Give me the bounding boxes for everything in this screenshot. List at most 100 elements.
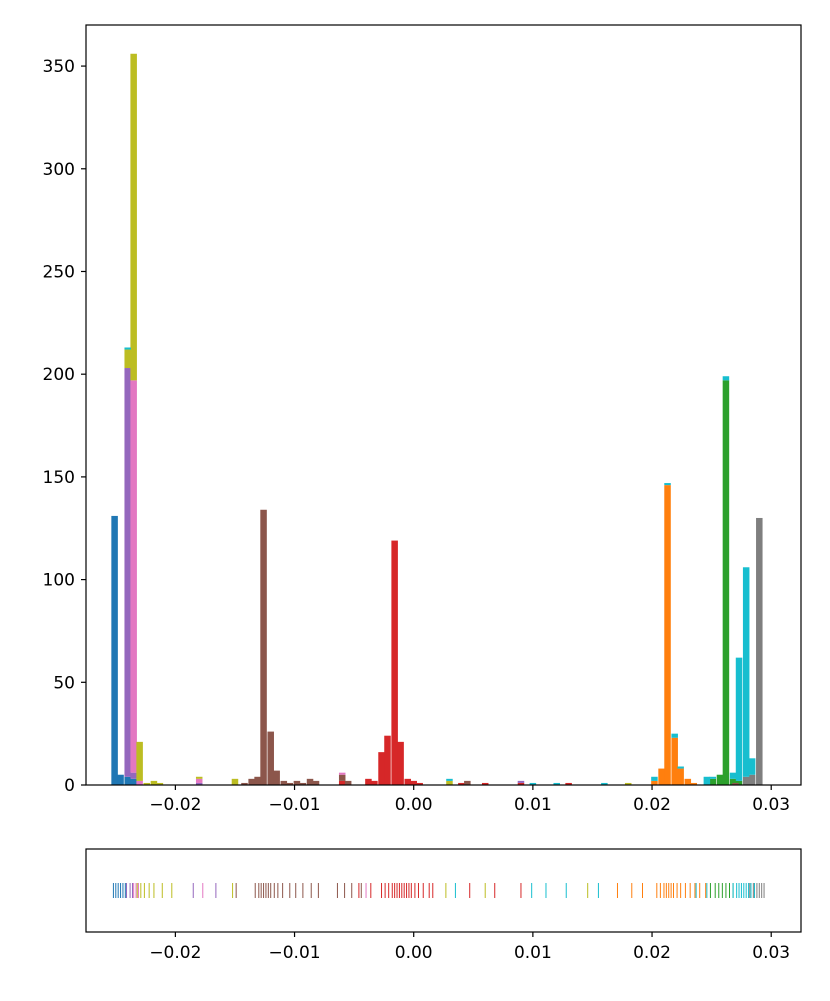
histogram-bar xyxy=(312,780,320,785)
histogram-bar xyxy=(748,774,756,785)
histogram-bar xyxy=(241,782,248,785)
histogram-bar xyxy=(664,483,671,486)
histogram-bar xyxy=(404,778,412,785)
histogram-bar xyxy=(378,752,385,785)
histogram-bar xyxy=(130,772,137,779)
histogram-bar xyxy=(677,766,684,769)
rug-x-ticks: −0.02 −0.01 0.00 0.01 0.02 0.03 xyxy=(149,932,790,963)
histogram-bar xyxy=(671,737,678,785)
rug-x-tick-label: 0.00 xyxy=(395,943,433,963)
histogram-bar xyxy=(722,380,730,785)
histogram-bar xyxy=(690,782,698,785)
histogram-bar xyxy=(391,540,398,785)
histogram-bar xyxy=(299,782,307,785)
histogram-bar xyxy=(397,741,404,785)
x-tick-label: 0.00 xyxy=(395,795,433,815)
histogram-bar xyxy=(136,741,143,781)
histogram-bar xyxy=(231,778,239,785)
histogram-bar xyxy=(601,782,608,785)
histogram-bar xyxy=(729,778,737,785)
histogram-bar xyxy=(664,485,671,785)
histogram-bar xyxy=(338,772,346,775)
histogram-bar xyxy=(651,780,658,785)
histogram-bar xyxy=(684,778,692,785)
histogram-bar xyxy=(254,776,261,785)
histogram-bar xyxy=(365,778,372,785)
y-tick-label: 250 xyxy=(43,262,75,282)
histogram-bar xyxy=(517,782,525,785)
histogram-bar xyxy=(481,782,489,785)
rug-x-tick-label: 0.02 xyxy=(633,943,671,963)
histogram-bar xyxy=(735,657,743,781)
histogram-bars xyxy=(111,53,763,785)
x-tick-label: 0.02 xyxy=(633,795,671,815)
histogram-bar xyxy=(416,782,423,785)
histogram-bar xyxy=(709,778,717,785)
rug-frame xyxy=(85,848,802,933)
histogram-bar xyxy=(117,774,124,785)
histogram-bar xyxy=(658,768,665,785)
histogram-bar xyxy=(384,735,391,785)
x-tick-label: 0.03 xyxy=(752,795,790,815)
histogram-bar xyxy=(748,758,756,775)
histogram-bar xyxy=(124,349,131,369)
histogram-bar xyxy=(260,509,267,785)
histogram-bar xyxy=(280,780,288,785)
histogram-bar xyxy=(624,782,632,785)
histogram-bar xyxy=(464,780,471,785)
histogram-bar xyxy=(267,731,274,785)
histogram-bar xyxy=(273,770,280,785)
histogram-bar xyxy=(293,780,301,785)
y-tick-label: 150 xyxy=(43,468,75,488)
histogram-bar xyxy=(703,776,711,785)
histogram-bar xyxy=(195,778,203,783)
histogram-bar xyxy=(371,780,378,785)
histogram-bar xyxy=(136,780,143,785)
rug-x-tick-label: −0.01 xyxy=(268,943,320,963)
histogram-bar xyxy=(338,780,346,785)
histogram-bar xyxy=(735,780,743,785)
histogram-bar xyxy=(306,778,314,785)
histogram-bar xyxy=(458,782,465,785)
histogram-bar xyxy=(344,780,352,785)
histogram-x-ticks: −0.02 −0.01 0.00 0.01 0.02 0.03 xyxy=(149,785,790,815)
rug-x-tick-label: −0.02 xyxy=(149,943,201,963)
histogram-bar xyxy=(143,782,151,785)
histogram-frame xyxy=(85,24,802,786)
histogram-bar xyxy=(248,778,255,785)
histogram-bar xyxy=(716,774,724,785)
histogram-bar xyxy=(756,517,763,785)
y-tick-label: 0 xyxy=(64,776,75,796)
histogram-bar xyxy=(709,776,717,779)
histogram-bar xyxy=(130,778,137,785)
x-tick-label: −0.01 xyxy=(268,795,320,815)
histogram-bar xyxy=(286,782,294,785)
histogram-bar xyxy=(124,347,131,350)
histogram-bar xyxy=(195,776,203,779)
histogram-bar xyxy=(150,780,158,785)
histogram-bar xyxy=(446,780,453,785)
histogram-bar xyxy=(722,376,730,381)
histogram-bar xyxy=(130,380,137,773)
rug-x-tick-label: 0.01 xyxy=(514,943,552,963)
histogram-bar xyxy=(195,782,203,785)
histogram-bar xyxy=(111,515,118,785)
histogram-bar xyxy=(732,782,739,785)
histogram-bar xyxy=(671,733,678,738)
rug-axes: −0.02 −0.01 0.00 0.01 0.02 0.03 xyxy=(85,848,802,963)
y-tick-label: 100 xyxy=(43,571,75,591)
histogram-bar xyxy=(729,772,737,779)
histogram-bar xyxy=(651,776,658,781)
histogram-bar xyxy=(517,780,525,783)
rug-lines xyxy=(112,883,765,898)
y-tick-label: 300 xyxy=(43,160,75,180)
x-tick-label: 0.01 xyxy=(514,795,552,815)
y-tick-label: 200 xyxy=(43,365,75,385)
histogram-bar xyxy=(529,782,537,785)
y-tick-label: 350 xyxy=(43,57,75,77)
histogram-bar xyxy=(553,782,560,785)
histogram-y-ticks: 0 50 100 150 200 250 300 350 xyxy=(43,57,86,796)
histogram-bar xyxy=(156,782,164,785)
